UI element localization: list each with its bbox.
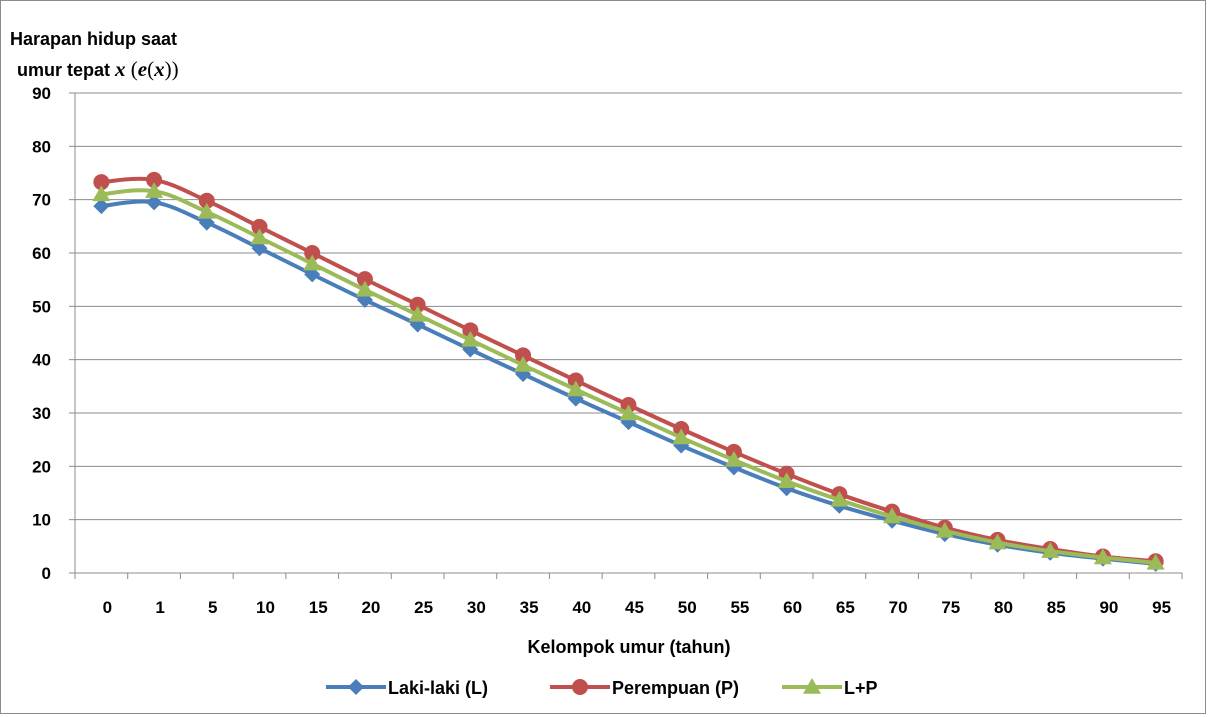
data-point: [462, 322, 479, 339]
x-tick-label: 55: [730, 598, 749, 617]
y-tick-label: 10: [32, 511, 51, 530]
data-point: [777, 472, 796, 489]
x-tick-label: 30: [467, 598, 486, 617]
y-tick-label: 80: [32, 137, 51, 156]
data-point: [566, 380, 585, 397]
data-point: [408, 305, 427, 322]
legend: Laki-laki (L) Perempuan (P) L+P: [326, 678, 878, 698]
y-axis-title-line1: Harapan hidup saat: [10, 29, 177, 49]
data-point: [883, 507, 902, 524]
y-axis-title-close: )): [165, 57, 179, 81]
data-point: [619, 404, 638, 421]
x-tick-label: 75: [941, 598, 960, 617]
x-tick-label: 85: [1047, 598, 1066, 617]
x-tick-label: 70: [889, 598, 908, 617]
y-axis-title-open: (: [126, 57, 138, 81]
data-point: [461, 330, 480, 347]
y-tick-label: 30: [32, 404, 51, 423]
y-axis-title-var: x: [114, 57, 126, 81]
x-tick-label: 40: [572, 598, 591, 617]
data-point: [1041, 542, 1060, 558]
y-tick-label: 40: [32, 351, 51, 370]
x-tick-label: 10: [256, 598, 275, 617]
x-tick-label: 0: [103, 598, 112, 617]
y-axis-title-prefix: umur tepat: [17, 60, 115, 80]
legend-swatch-marker: [348, 679, 364, 695]
series-2: [93, 171, 1164, 570]
data-point: [198, 192, 215, 209]
x-tick-label: 60: [783, 598, 802, 617]
data-point: [356, 271, 373, 288]
data-point: [197, 202, 216, 219]
data-point: [514, 356, 533, 372]
legend-label: L+P: [844, 678, 878, 698]
y-tick-label: 90: [32, 84, 51, 103]
legend-swatch-marker: [803, 678, 821, 694]
y-tick-label: 60: [32, 244, 51, 263]
data-point: [250, 228, 269, 245]
legend-swatch-marker: [572, 679, 588, 695]
data-point: [515, 347, 532, 364]
legend-item: Laki-laki (L): [326, 678, 488, 698]
y-axis-title-e: e: [138, 57, 147, 81]
x-axis-title: Kelompok umur (tahun): [528, 637, 731, 657]
series-3: [92, 182, 1165, 570]
data-point: [251, 218, 268, 235]
data-point: [935, 521, 954, 538]
legend-item: L+P: [782, 678, 878, 698]
y-tick-label: 50: [32, 297, 51, 316]
data-point: [988, 533, 1007, 550]
legend-label: Laki-laki (L): [388, 678, 488, 698]
y-axis-title-x: x: [153, 57, 165, 81]
x-tick-label: 1: [155, 598, 164, 617]
x-tick-label: 25: [414, 598, 433, 617]
data-point: [304, 245, 321, 261]
data-point: [145, 182, 164, 198]
data-point: [303, 254, 322, 271]
legend-label: Perempuan (P): [612, 678, 739, 698]
x-tick-label: 20: [361, 598, 380, 617]
x-tick-label: 45: [625, 598, 644, 617]
data-point: [409, 296, 426, 313]
x-tick-label: 15: [309, 598, 328, 617]
data-point: [1093, 548, 1112, 565]
data-point: [830, 490, 849, 507]
data-point: [355, 280, 374, 297]
x-tick-label: 95: [1152, 598, 1171, 617]
data-point: [93, 174, 110, 191]
x-tick-label: 50: [678, 598, 697, 617]
series-1: [93, 194, 1164, 572]
data-point: [93, 198, 110, 215]
gridlines: [75, 92, 1182, 521]
data-point: [146, 171, 163, 188]
legend-item: Perempuan (P): [550, 678, 739, 698]
data-point: [672, 428, 691, 445]
data-point: [92, 185, 111, 202]
y-tick-label: 20: [32, 457, 51, 476]
x-tick-label: 65: [836, 598, 855, 617]
data-point: [1146, 553, 1165, 570]
y-tick-label: 70: [32, 191, 51, 210]
series-group: [92, 171, 1165, 572]
x-tick-label: 90: [1099, 598, 1118, 617]
x-tick-label: 35: [520, 598, 539, 617]
data-point: [567, 372, 584, 389]
data-point: [146, 194, 163, 211]
y-axis-title-paren: (: [147, 57, 154, 81]
x-tick-label: 80: [994, 598, 1013, 617]
data-point: [724, 450, 743, 467]
x-tick-label: 5: [208, 598, 217, 617]
axes: [69, 92, 1183, 579]
y-tick-label: 0: [42, 564, 51, 583]
y-axis-title-line2: umur tepat x (e(x)): [17, 57, 179, 81]
